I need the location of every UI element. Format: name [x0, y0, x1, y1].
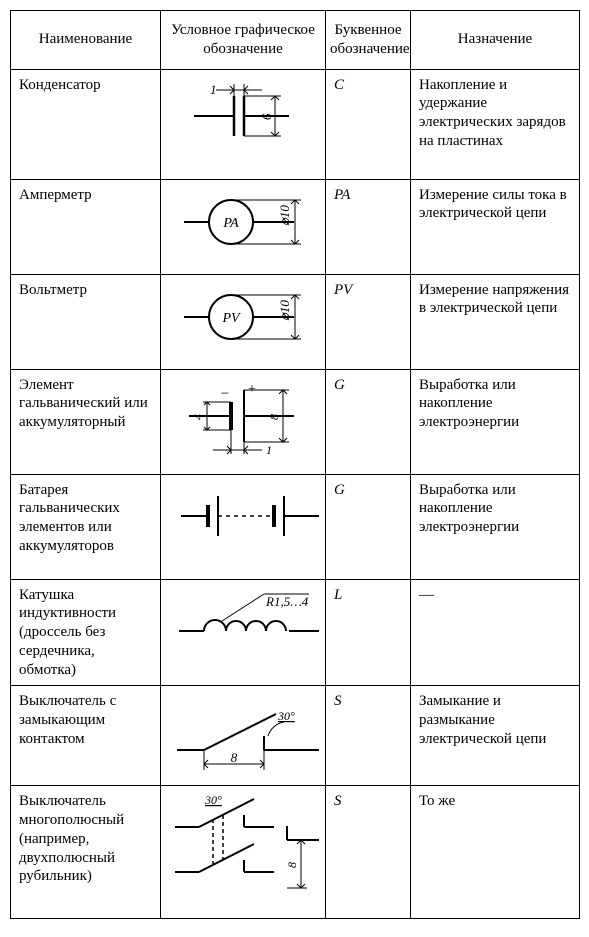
svg-text:30°: 30° [204, 793, 222, 807]
cell-letter: L [326, 579, 411, 686]
cell-graphic-symbol: − + 4 8 1 [161, 369, 326, 474]
svg-text:4: 4 [191, 414, 205, 420]
cell-purpose: Измерение силы тока в электрической цепи [411, 179, 580, 274]
table-row: Выключатель с замыкающим контактом 30° 8… [11, 686, 580, 786]
cell-graphic-symbol: 1 6 [161, 69, 326, 179]
header-purpose: Назначение [411, 11, 580, 70]
cell-purpose: То же [411, 786, 580, 919]
table-row: Выключатель многополюсный (например, дву… [11, 786, 580, 919]
cell-graphic-symbol: 30° 8 [161, 786, 326, 919]
cell-purpose: Выработка или накопление электроэнергии [411, 474, 580, 579]
svg-text:30°: 30° [277, 709, 295, 723]
components-table: Наименование Условное графическое обозна… [10, 10, 580, 919]
cell-purpose: Накопление и удержание электрических зар… [411, 69, 580, 179]
cell-purpose: — [411, 579, 580, 686]
svg-text:6: 6 [259, 113, 274, 120]
table-row: Конденсатор 1 6 CНакопление и удержание … [11, 69, 580, 179]
cell-graphic-symbol: PA ⌀10 [161, 179, 326, 274]
cell-graphic-symbol: 30° 8 [161, 686, 326, 786]
cell-name: Вольтметр [11, 274, 161, 369]
cell-name: Батарея гальванических элементов или акк… [11, 474, 161, 579]
cell-purpose: Измерение напряжения в электрической цеп… [411, 274, 580, 369]
svg-text:−: − [221, 386, 229, 402]
cell-purpose: Замыкание и размыкание электрической цеп… [411, 686, 580, 786]
cell-graphic-symbol: PV ⌀10 [161, 274, 326, 369]
cell-graphic-symbol [161, 474, 326, 579]
header-symbol: Условное графическое обозначение [161, 11, 326, 70]
table-row: Катушка индуктивности (дроссель без серд… [11, 579, 580, 686]
svg-text:1: 1 [266, 443, 272, 457]
svg-text:PA: PA [222, 216, 239, 231]
cell-name: Амперметр [11, 179, 161, 274]
cell-name: Выключатель многополюсный (например, дву… [11, 786, 161, 919]
header-name: Наименование [11, 11, 161, 70]
cell-name: Катушка индуктивности (дроссель без серд… [11, 579, 161, 686]
table-body: Конденсатор 1 6 CНакопление и удержание … [11, 69, 580, 919]
cell-letter: G [326, 474, 411, 579]
cell-graphic-symbol: R1,5…4 [161, 579, 326, 686]
cell-letter: G [326, 369, 411, 474]
cell-letter: PA [326, 179, 411, 274]
cell-letter: S [326, 786, 411, 919]
table-row: Батарея гальванических элементов или акк… [11, 474, 580, 579]
svg-text:8: 8 [231, 750, 238, 765]
cell-name: Выключатель с замыкающим контактом [11, 686, 161, 786]
svg-text:1: 1 [210, 82, 217, 97]
cell-letter: PV [326, 274, 411, 369]
header-row: Наименование Условное графическое обозна… [11, 11, 580, 70]
table-row: Элемент гальванический или аккумуляторны… [11, 369, 580, 474]
cell-letter: S [326, 686, 411, 786]
svg-text:8: 8 [285, 862, 299, 868]
cell-name: Конденсатор [11, 69, 161, 179]
cell-name: Элемент гальванический или аккумуляторны… [11, 369, 161, 474]
svg-text:⌀10: ⌀10 [277, 204, 292, 225]
table-row: Вольтметр PV ⌀10 PVИзмерение напряжения … [11, 274, 580, 369]
svg-text:⌀10: ⌀10 [277, 299, 292, 320]
svg-text:8: 8 [267, 414, 281, 420]
svg-text:R1,5…4: R1,5…4 [265, 594, 309, 609]
table-row: Амперметр PA ⌀10 PAИзмерение силы тока в… [11, 179, 580, 274]
svg-text:PV: PV [221, 311, 241, 326]
cell-purpose: Выработка или накопление электроэнергии [411, 369, 580, 474]
header-letter: Буквенное обозначение [326, 11, 411, 70]
cell-letter: C [326, 69, 411, 179]
